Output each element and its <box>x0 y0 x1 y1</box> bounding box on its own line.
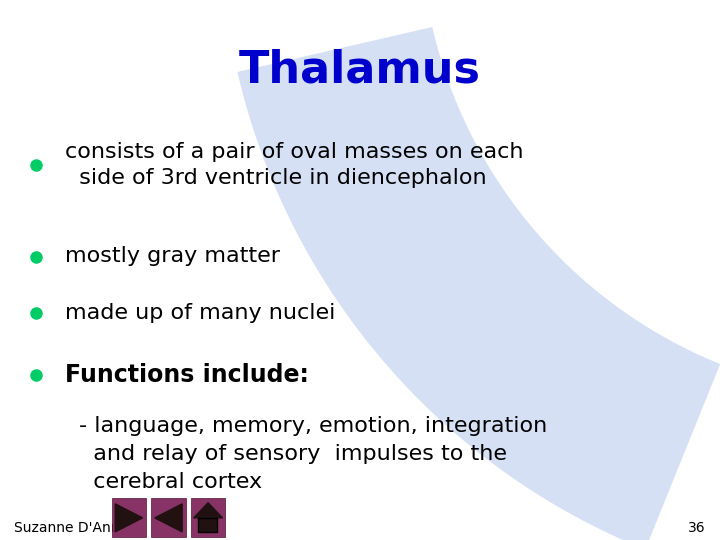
Text: Functions include:: Functions include: <box>65 363 309 387</box>
Text: mostly gray matter: mostly gray matter <box>65 246 280 267</box>
Text: made up of many nuclei: made up of many nuclei <box>65 303 336 323</box>
FancyBboxPatch shape <box>112 498 146 537</box>
Text: Thalamus: Thalamus <box>239 49 481 92</box>
Polygon shape <box>115 504 143 532</box>
FancyBboxPatch shape <box>198 518 217 532</box>
FancyBboxPatch shape <box>151 498 186 537</box>
Polygon shape <box>238 27 720 540</box>
Text: Suzanne D'Anna: Suzanne D'Anna <box>14 521 129 535</box>
FancyBboxPatch shape <box>191 498 225 537</box>
Text: consists of a pair of oval masses on each
  side of 3rd ventricle in diencephalo: consists of a pair of oval masses on eac… <box>65 141 523 188</box>
Polygon shape <box>194 503 222 518</box>
Polygon shape <box>155 504 182 532</box>
Text: - language, memory, emotion, integration
  and relay of sensory  impulses to the: - language, memory, emotion, integration… <box>79 416 547 491</box>
Text: 36: 36 <box>688 521 706 535</box>
